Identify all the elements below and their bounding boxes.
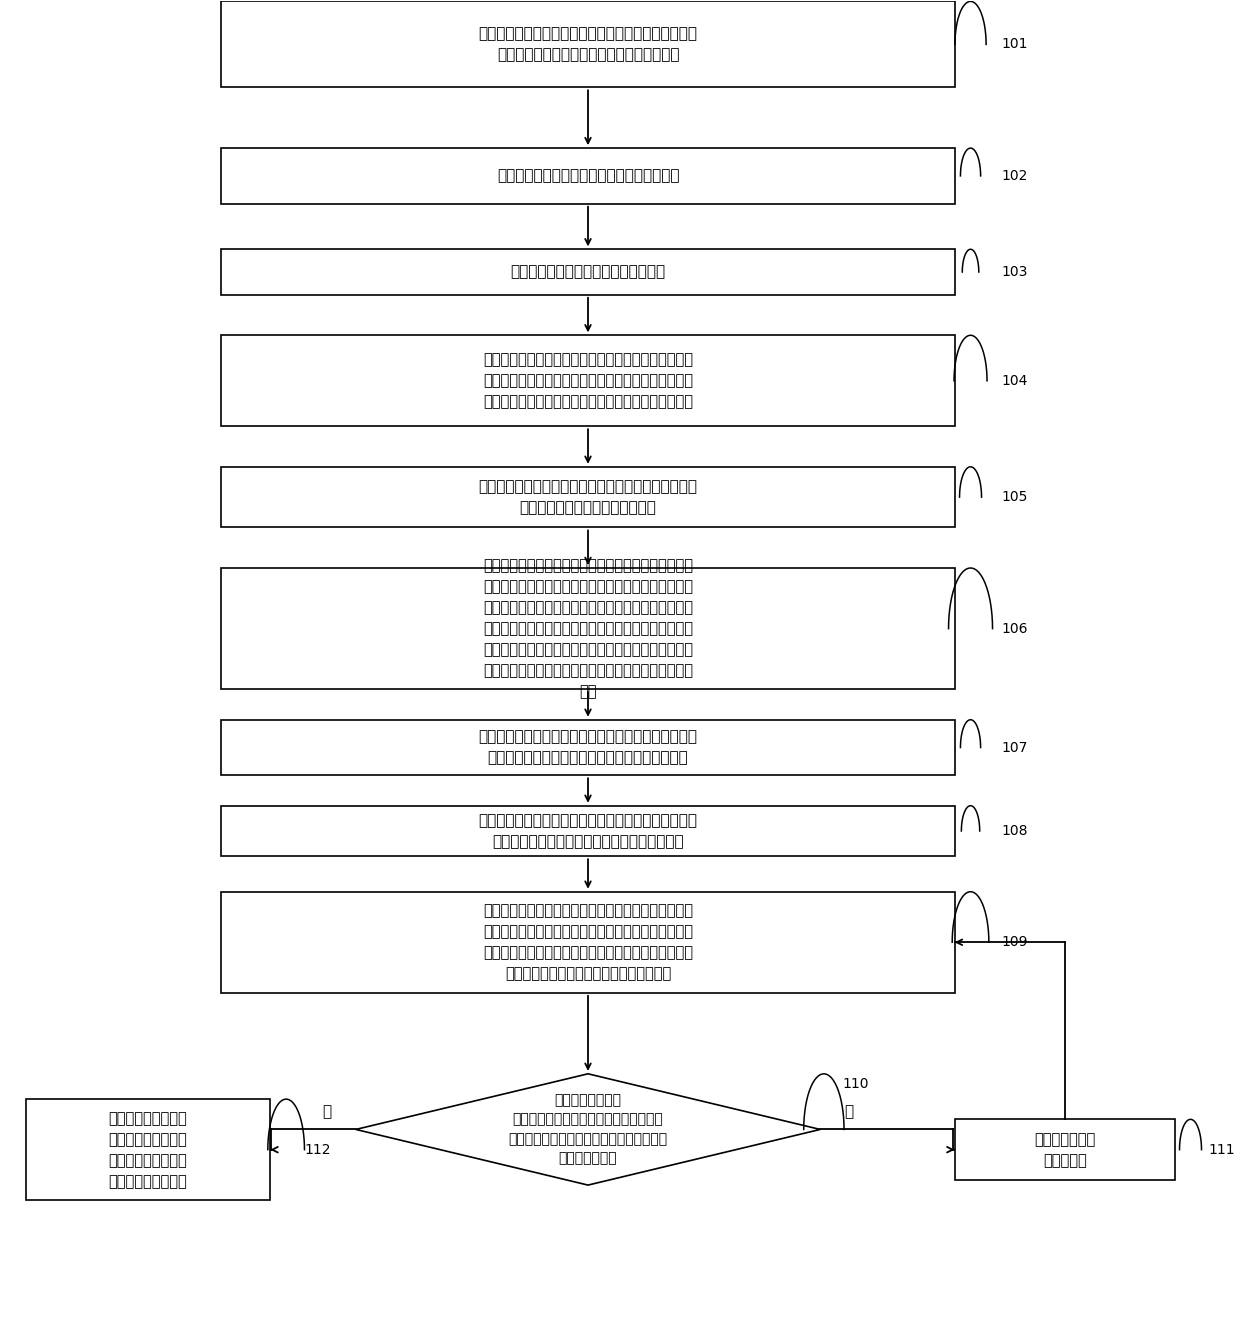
FancyBboxPatch shape [222, 805, 955, 857]
FancyBboxPatch shape [955, 1119, 1174, 1180]
Text: 102: 102 [1001, 169, 1028, 183]
Text: 建立基于上边缘器件的第一物理基大信号模型和基于下
边缘器件的第二物理基大信号模型: 建立基于上边缘器件的第一物理基大信号模型和基于下 边缘器件的第二物理基大信号模型 [479, 480, 698, 515]
Text: 105: 105 [1001, 490, 1028, 503]
Text: 从除上边缘器件和下边缘器件之外的氮化镓器件中任意
选取两个氮化镓器件，得到两个待验证氮化镓器件: 从除上边缘器件和下边缘器件之外的氮化镓器件中任意 选取两个氮化镓器件，得到两个待… [479, 730, 698, 766]
FancyBboxPatch shape [222, 148, 955, 204]
Text: 否: 否 [844, 1104, 854, 1119]
FancyBboxPatch shape [222, 1, 955, 87]
Text: 是: 是 [322, 1104, 331, 1119]
FancyBboxPatch shape [222, 892, 955, 992]
Text: 111: 111 [1209, 1143, 1235, 1157]
Text: 建立两个待验证氮化镓器件的物理基大信号模型，得到
第三物理基大信号模型和第四物理基大信号模型: 建立两个待验证氮化镓器件的物理基大信号模型，得到 第三物理基大信号模型和第四物理… [479, 813, 698, 849]
Text: 106: 106 [1001, 622, 1028, 635]
Text: 基于测试结果数据的均值提取拟合参数: 基于测试结果数据的均值提取拟合参数 [511, 265, 666, 279]
Text: 107: 107 [1001, 741, 1028, 754]
Text: 101: 101 [1001, 37, 1028, 51]
Text: 获取对同一条工艺线上的各个待测的微波氮化镓器件在
不同输入功率下进行测试得到的测试结果数据: 获取对同一条工艺线上的各个待测的微波氮化镓器件在 不同输入功率下进行测试得到的测… [479, 26, 698, 62]
Text: 重新调整所述目
标拟合参数: 重新调整所述目 标拟合参数 [1034, 1132, 1095, 1168]
Text: 109: 109 [1001, 936, 1028, 949]
Text: 108: 108 [1001, 824, 1028, 838]
FancyBboxPatch shape [222, 467, 955, 527]
Text: 103: 103 [1001, 265, 1028, 279]
Polygon shape [356, 1074, 820, 1185]
Text: 将拟合参数初值代入第一物理基大信号模型和第二物理
基大信号模型，并对两个模型的拟合参数和物理参数进
行微调，并保证第一物理基大信号模型和第二物理基大
信号模型共: 将拟合参数初值代入第一物理基大信号模型和第二物理 基大信号模型，并对两个模型的拟… [484, 558, 693, 699]
Text: 110: 110 [842, 1077, 869, 1091]
Text: 112: 112 [305, 1143, 331, 1157]
Text: 第三物理基大信号
模型和第四物理基大信号模型的仿真结果
分别与对应的测试结果数据之间的偏差是否
均满足预设阈值: 第三物理基大信号 模型和第四物理基大信号模型的仿真结果 分别与对应的测试结果数据… [508, 1093, 667, 1165]
FancyBboxPatch shape [222, 335, 955, 426]
Text: 利用所述目标拟合参
数建立同批次氮化镓
器件的物理基模型，
从而指导器件的设计: 利用所述目标拟合参 数建立同批次氮化镓 器件的物理基模型， 从而指导器件的设计 [109, 1111, 187, 1189]
Text: 104: 104 [1001, 374, 1028, 387]
Text: 筛选各个微波氮化镓器件的测试结果数据所形成的曲线
中与包迹上边缘曲线最靠近的曲线和与包迹下边缘曲线
最靠近的曲线，得到上边缘器件曲线和下边缘器件曲线: 筛选各个微波氮化镓器件的测试结果数据所形成的曲线 中与包迹上边缘曲线最靠近的曲线… [484, 352, 693, 410]
FancyBboxPatch shape [222, 249, 955, 295]
FancyBboxPatch shape [222, 568, 955, 689]
Text: 将目标拟合参数分别代入第三物理基大信号模型和第四
物理基大信号模型，仅调整第三物理基大信号模型和第
四物理基大信号模型的物理参数，得到第三物理基大信
号模型和第: 将目标拟合参数分别代入第三物理基大信号模型和第四 物理基大信号模型，仅调整第三物… [484, 903, 693, 982]
FancyBboxPatch shape [26, 1099, 270, 1201]
FancyBboxPatch shape [222, 720, 955, 775]
Text: 计算在每个输入功率下的测试结果数据的均值: 计算在每个输入功率下的测试结果数据的均值 [497, 169, 680, 183]
